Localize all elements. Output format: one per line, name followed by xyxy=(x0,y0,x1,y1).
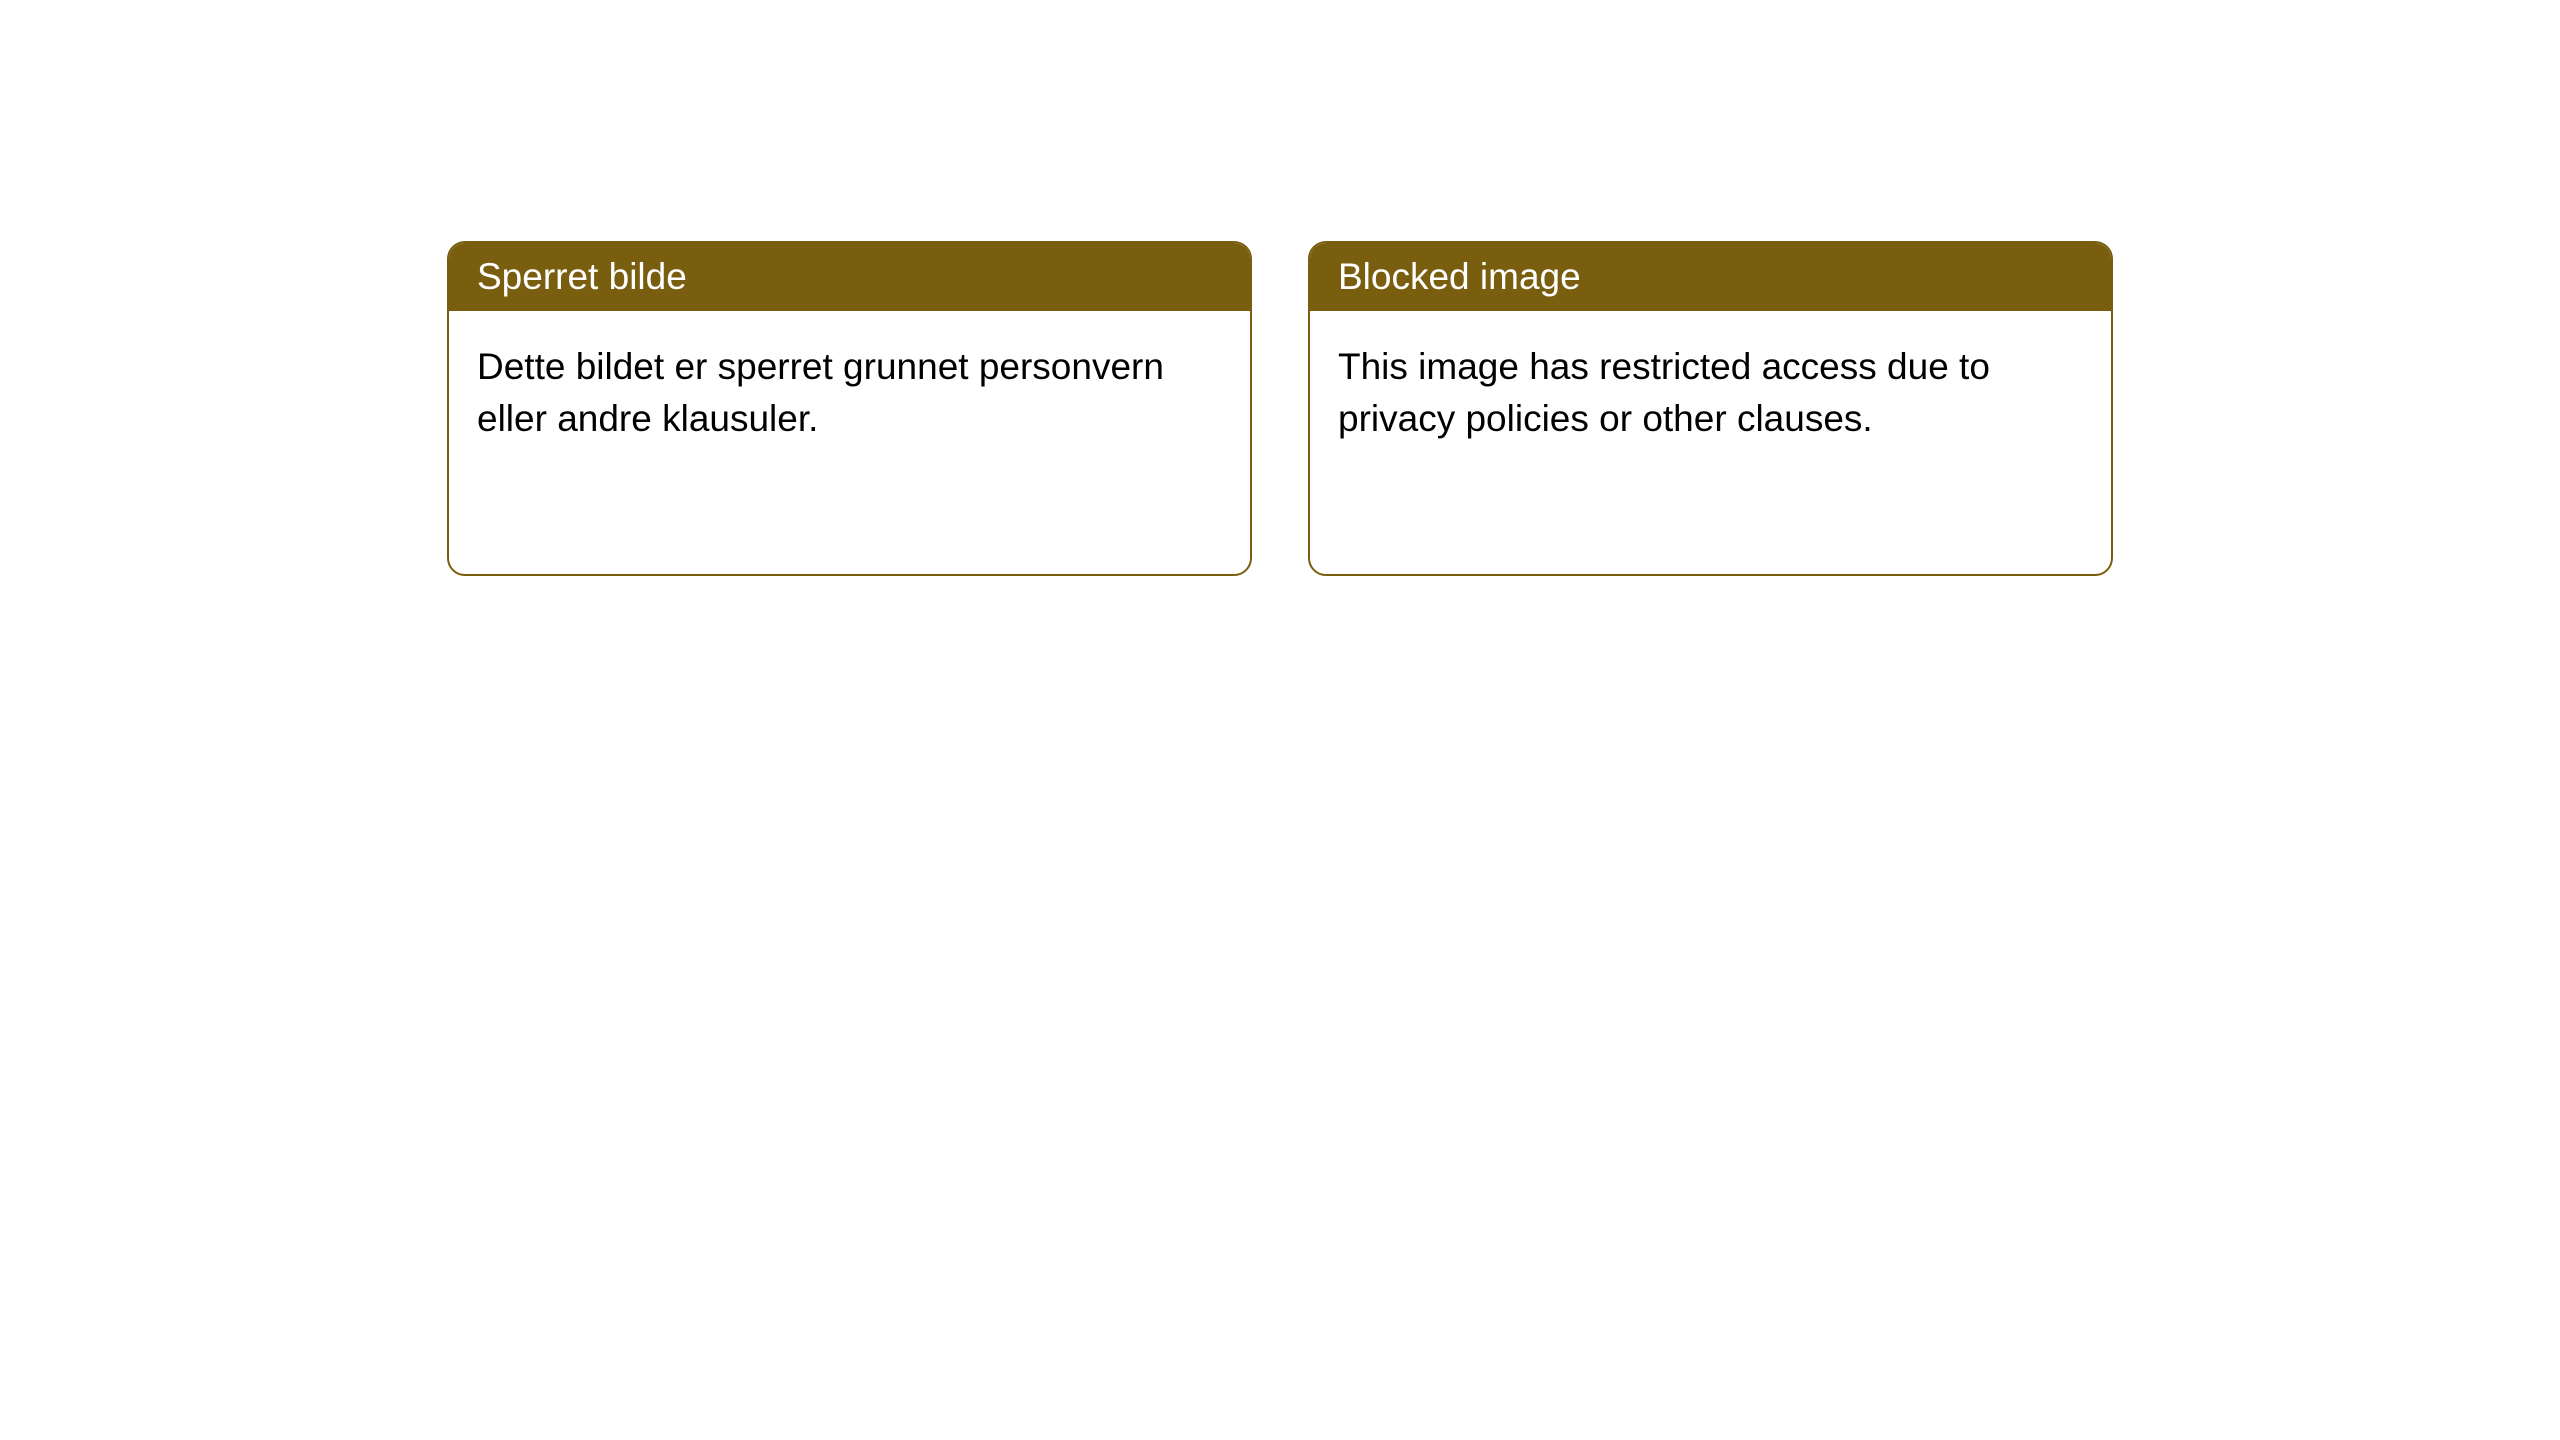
card-body: Dette bildet er sperret grunnet personve… xyxy=(449,311,1250,475)
card-norwegian: Sperret bilde Dette bildet er sperret gr… xyxy=(447,241,1252,576)
card-english: Blocked image This image has restricted … xyxy=(1308,241,2113,576)
card-title: Blocked image xyxy=(1338,256,1581,297)
card-message: This image has restricted access due to … xyxy=(1338,346,1990,439)
card-header: Blocked image xyxy=(1310,243,2111,311)
card-title: Sperret bilde xyxy=(477,256,687,297)
card-message: Dette bildet er sperret grunnet personve… xyxy=(477,346,1164,439)
card-body: This image has restricted access due to … xyxy=(1310,311,2111,475)
cards-container: Sperret bilde Dette bildet er sperret gr… xyxy=(0,0,2560,576)
card-header: Sperret bilde xyxy=(449,243,1250,311)
